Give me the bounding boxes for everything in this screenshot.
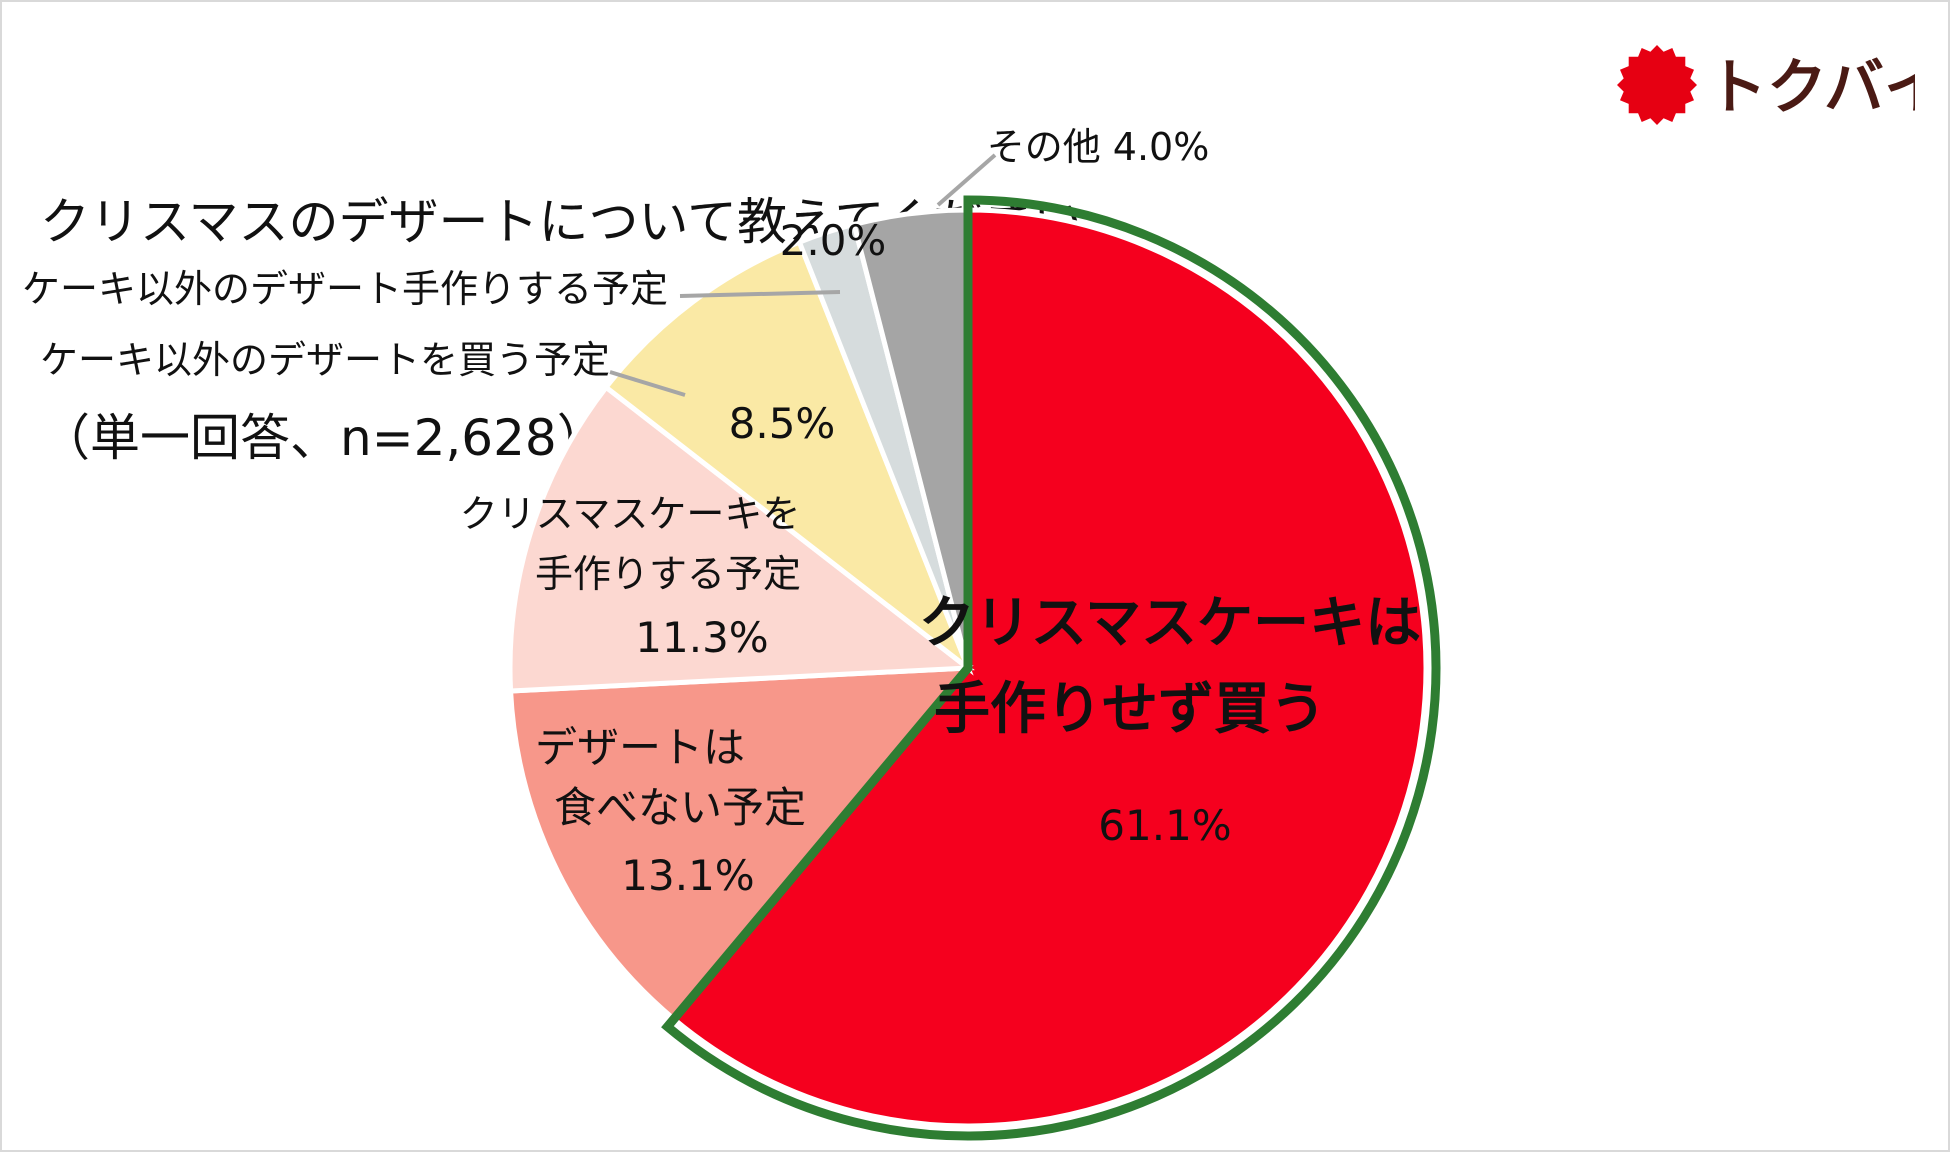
leader-line-4 xyxy=(679,290,841,298)
logo-text: トクバイ xyxy=(1707,53,1915,123)
chart-title: クリスマスのデザートについて教えてください （単一回答、n=2,628） xyxy=(40,42,1083,546)
chart-title-line2: （単一回答、n=2,628） xyxy=(40,409,607,467)
slice-value-3: 8.5% xyxy=(729,399,836,448)
slice-label-1-line1: デザートは xyxy=(535,723,745,772)
tokubai-logo: トクバイ xyxy=(1617,45,1915,125)
slice-label-1-line2: 食べない予定 xyxy=(554,783,806,832)
leader-line-5 xyxy=(936,153,997,207)
slice-label-3: ケーキ以外のデザートを買う予定 xyxy=(40,338,610,382)
slice-label-5: その他 4.0% xyxy=(987,125,1210,169)
slice-value-4: 2.0% xyxy=(780,216,887,265)
slice-label-0-line2: 手作りせず買う xyxy=(934,677,1326,742)
pie-slice-0 xyxy=(670,207,1429,1129)
slice-label-0-line1: クリスマスケーキは xyxy=(919,591,1421,656)
slice-value-1: 13.1% xyxy=(621,851,754,900)
slice-label-4: ケーキ以外のデザート手作りする予定 xyxy=(22,267,668,311)
slice-label-2-line2: 手作りする予定 xyxy=(535,552,801,596)
pie-slice-2 xyxy=(507,383,975,694)
leader-line-3 xyxy=(609,370,686,397)
slice-label-2-line1: クリスマスケーキを xyxy=(460,492,801,536)
slice-value-2: 11.3% xyxy=(635,613,768,662)
logo-burst-icon xyxy=(1617,45,1697,125)
pie-slice-1 xyxy=(507,665,974,1023)
slice-value-0: 61.1% xyxy=(1098,801,1231,850)
highlight-outline xyxy=(661,195,1441,1141)
